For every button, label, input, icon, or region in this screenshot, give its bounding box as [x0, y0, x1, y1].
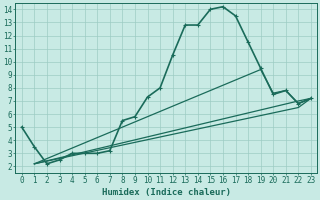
X-axis label: Humidex (Indice chaleur): Humidex (Indice chaleur) [102, 188, 231, 197]
